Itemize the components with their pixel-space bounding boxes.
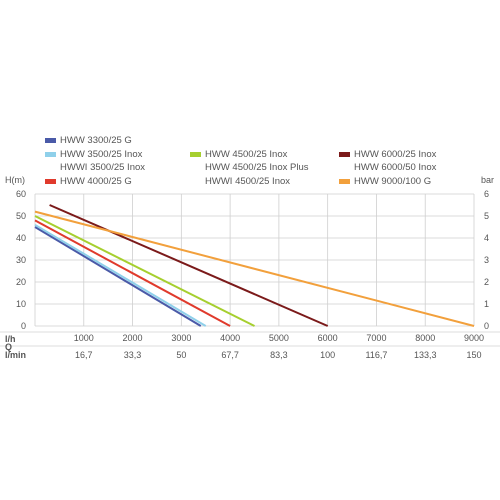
y2-tick-label: 2 [484,277,489,287]
series-line-6 [34,210,475,327]
legend-label: HWW 6000/25 Inox [354,149,437,160]
x2-tick-label: 133,3 [414,350,437,360]
x-axis-label: l/h [5,334,16,344]
x2-tick-label: 33,3 [124,350,142,360]
legend-label: HWW 3300/25 G [60,135,132,146]
legend-item: HWW 6000/50 Inox [339,162,436,173]
legend-item: HWWI 3500/25 Inox [45,162,145,173]
x-tick-label: 8000 [415,333,435,343]
legend-item: HWW 4500/25 Inox [190,149,287,160]
legend-item: HWW 4000/25 G [45,176,132,187]
y-tick-label: 30 [16,255,26,265]
x2-axis-label: l/min [5,350,26,360]
legend-swatch [45,179,56,184]
y2-tick-label: 0 [484,321,489,331]
y-tick-label: 50 [16,211,26,221]
legend-label: HWW 6000/50 Inox [354,162,437,173]
x2-tick-label: 83,3 [270,350,288,360]
y-tick-label: 20 [16,277,26,287]
legend-item: HWW 3500/25 Inox [45,149,142,160]
y2-axis-label: bar [481,175,494,185]
x2-tick-label: 100 [320,350,335,360]
legend-label: HWWI 3500/25 Inox [60,162,146,173]
series-line-3 [34,219,231,327]
y2-tick-label: 3 [484,255,489,265]
legend-swatch [339,152,350,157]
legend-swatch [339,179,350,184]
x-tick-label: 9000 [464,333,484,343]
legend-label: HWW 4500/25 Inox [205,149,288,160]
legend-label: HWWI 4500/25 Inox [205,176,291,187]
y2-tick-label: 1 [484,299,489,309]
legend-label: HWW 4000/25 G [60,176,132,187]
q-label: Q [5,342,12,352]
y-axis-label: H(m) [5,175,25,185]
x-tick-label: 4000 [220,333,240,343]
x-tick-label: 2000 [123,333,143,343]
x2-tick-label: 50 [176,350,186,360]
legend-swatch [190,152,201,157]
series-line-4 [34,215,255,327]
x-tick-label: 7000 [366,333,386,343]
x-tick-label: 1000 [74,333,94,343]
x-tick-label: 3000 [171,333,191,343]
y-tick-label: 10 [16,299,26,309]
legend-label: HWW 3500/25 Inox [60,149,143,160]
x2-tick-label: 116,7 [366,350,388,360]
legend-item: HWW 9000/100 G [339,176,431,187]
legend: HWW 3300/25 G HWW 3500/25 Inox HWWI 3500/2… [0,0,500,190]
x-tick-label: 6000 [318,333,338,343]
x2-tick-label: 67,7 [221,350,239,360]
y2-tick-label: 6 [484,189,489,199]
legend-label: HWW 4500/25 Inox Plus [205,162,309,173]
legend-item: HWWI 4500/25 Inox [190,176,290,187]
series-line-2 [34,223,207,327]
series-line-5 [49,204,329,327]
x2-tick-label: 16,7 [75,350,93,360]
x2-tick-label: 150 [466,350,481,360]
legend-label: HWW 9000/100 G [354,176,432,187]
y-tick-label: 0 [21,321,26,331]
legend-swatch [45,138,56,143]
x-tick-label: 5000 [269,333,289,343]
legend-item: HWW 6000/25 Inox [339,149,436,160]
legend-item: HWW 3300/25 G [45,135,132,146]
legend-swatch [45,152,56,157]
series-line-1 [34,226,202,327]
legend-item: HWW 4500/25 Inox Plus [190,162,309,173]
y-tick-label: 40 [16,233,26,243]
y2-tick-label: 5 [484,211,489,221]
y2-tick-label: 4 [484,233,489,243]
y-tick-label: 60 [16,189,26,199]
